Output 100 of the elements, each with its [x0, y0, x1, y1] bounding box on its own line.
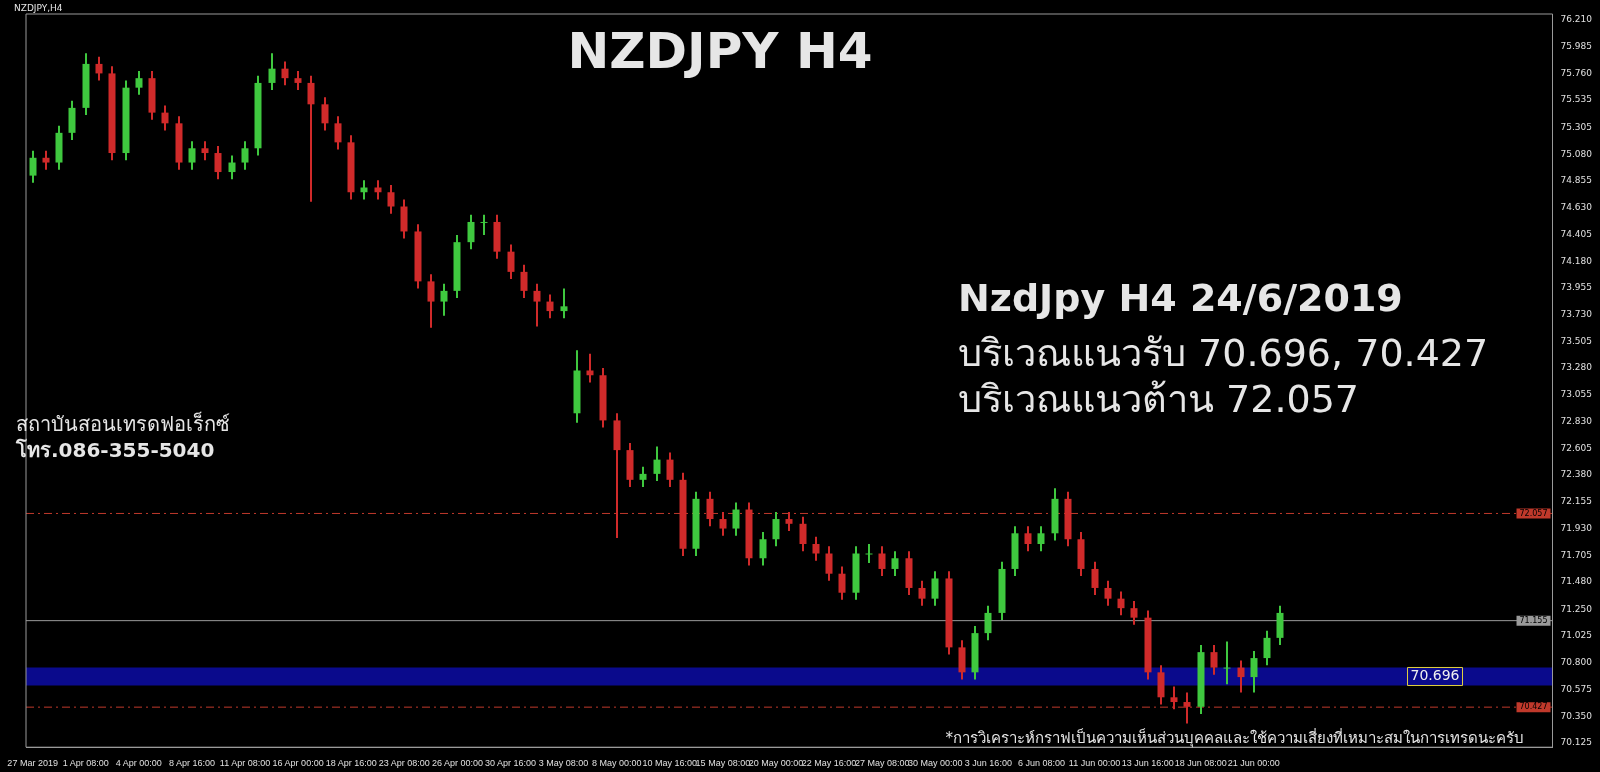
candlestick	[812, 535, 820, 562]
candlestick	[1170, 685, 1178, 711]
ref-line-label: 72.057	[1519, 508, 1548, 518]
annotation: *การวิเคราะห์กราฟเป็นความเห็นส่วนบุคคลและใช้ความเสี่ยงที่เหมาะสมในการเทรดนะครับ	[945, 727, 1524, 750]
candlestick	[785, 510, 793, 532]
x-tick-label: 6 Jun 08:00	[1017, 758, 1065, 769]
candlestick	[95, 55, 103, 82]
candlestick	[201, 140, 209, 162]
candlestick	[838, 565, 846, 601]
annotation: บริเวณแนวรับ 70.696, 70.427	[958, 331, 1489, 375]
y-tick-label: 73.055	[1560, 389, 1593, 400]
candlestick	[1104, 579, 1112, 607]
candlestick	[1024, 525, 1032, 553]
candlestick	[719, 510, 727, 537]
y-tick-label: 75.080	[1560, 148, 1593, 159]
candlestick	[42, 149, 50, 171]
candlestick	[759, 531, 767, 567]
y-tick-label: 70.125	[1560, 737, 1593, 748]
y-tick-label: 71.025	[1560, 630, 1593, 641]
candlestick	[666, 451, 674, 488]
candlestick	[891, 550, 899, 578]
candlestick	[374, 179, 382, 201]
candlestick	[228, 154, 236, 181]
x-tick-label: 16 Apr 00:00	[272, 758, 324, 769]
x-tick-label: 30 May 00:00	[907, 758, 963, 769]
y-tick-label: 73.730	[1560, 308, 1593, 319]
candlestick	[1130, 600, 1138, 626]
annotation: NzdJpy H4 24/6/2019	[958, 276, 1403, 320]
annotation: สถาบันสอนเทรดฟอเร็กซ์	[16, 412, 230, 436]
x-tick-label: 8 Apr 16:00	[168, 758, 215, 769]
candlestick	[706, 490, 714, 528]
y-tick-label: 76.210	[1560, 14, 1593, 25]
candlestick	[1223, 640, 1231, 686]
candlestick	[214, 144, 222, 181]
candlestick	[241, 140, 249, 171]
x-tick-label: 13 Jun 16:00	[1121, 758, 1174, 769]
y-tick-label: 72.155	[1560, 496, 1593, 507]
ref-line-label: 71.155	[1519, 615, 1548, 625]
candlestick	[1183, 691, 1191, 725]
x-tick-label: 30 Apr 16:00	[484, 758, 537, 769]
x-tick-label: 20 May 00:00	[748, 758, 804, 769]
x-tick-label: 11 Apr 08:00	[219, 758, 271, 769]
y-tick-label: 71.480	[1560, 576, 1593, 587]
x-tick-label: 1 Apr 08:00	[62, 758, 109, 769]
candlestick	[865, 543, 873, 565]
y-tick-label: 73.280	[1560, 362, 1593, 373]
candlestick	[931, 570, 939, 607]
candlestick	[1037, 525, 1045, 553]
candlestick	[1250, 649, 1258, 694]
y-tick-label: 75.760	[1560, 67, 1593, 78]
candlestick	[161, 104, 169, 132]
candlestick	[1210, 644, 1218, 676]
y-tick-label: 72.830	[1560, 415, 1593, 426]
candlestick	[135, 70, 143, 96]
candlestick	[268, 52, 276, 92]
candlestick	[507, 243, 515, 280]
candlestick	[825, 545, 833, 582]
candlestick	[480, 213, 488, 237]
y-tick-label: 73.505	[1560, 335, 1593, 346]
band-label: 70.696	[1410, 667, 1460, 684]
y-tick-label: 71.250	[1560, 603, 1593, 614]
y-tick-label: 74.855	[1560, 175, 1593, 186]
candlestick	[533, 282, 541, 328]
candlestick	[29, 149, 37, 184]
candlestick	[918, 579, 926, 607]
candlestick	[1237, 659, 1245, 694]
candlestick	[639, 465, 647, 488]
candlestick	[586, 352, 594, 384]
x-tick-label: 15 May 08:00	[695, 758, 751, 769]
y-tick-label: 72.605	[1560, 442, 1593, 453]
candlestick	[387, 184, 395, 215]
candlestick	[321, 96, 329, 132]
x-tick-label: 3 May 08:00	[538, 758, 589, 769]
candlestick	[984, 604, 992, 642]
x-tick-label: 4 Apr 00:00	[115, 758, 162, 769]
candlestick	[467, 213, 475, 251]
candlestick	[772, 510, 780, 548]
candlestick	[799, 515, 807, 553]
x-tick-label: 18 Jun 08:00	[1174, 758, 1227, 769]
x-tick-label: 3 Jun 16:00	[964, 758, 1012, 769]
y-tick-label: 74.180	[1560, 255, 1593, 266]
candlestick	[427, 273, 435, 329]
y-tick-label: 72.380	[1560, 469, 1593, 480]
ref-line-label: 70.427	[1519, 702, 1548, 712]
candlestick	[653, 445, 661, 483]
candlestick	[1117, 590, 1125, 617]
candlestick	[307, 74, 315, 203]
candlestick	[1263, 629, 1271, 667]
x-tick-label: 18 Apr 16:00	[325, 758, 377, 769]
y-tick-label: 74.630	[1560, 202, 1593, 213]
candlestick	[440, 282, 448, 317]
x-tick-label: 27 May 08:00	[854, 758, 910, 769]
candlestick	[546, 293, 554, 320]
candlestick	[732, 501, 740, 537]
x-tick-label: 26 Apr 00:00	[431, 758, 483, 769]
chart-title: NZDJPY H4	[566, 22, 874, 80]
candlestick	[560, 287, 568, 320]
candlestick	[360, 179, 368, 201]
y-tick-label: 75.535	[1560, 94, 1593, 105]
candlestick	[520, 263, 528, 300]
